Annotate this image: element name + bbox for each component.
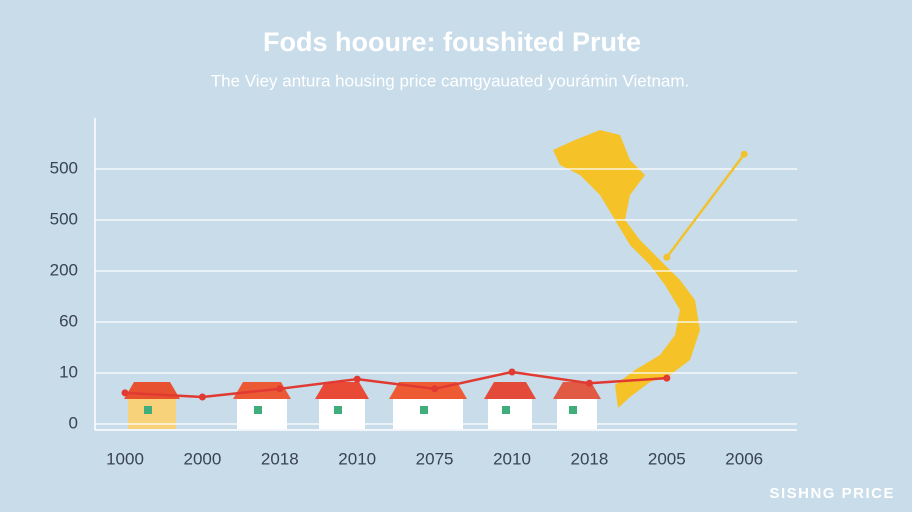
house-window: [334, 406, 342, 414]
x-tick-label: 2005: [648, 449, 686, 468]
vietnam-map: [553, 130, 700, 408]
house-window: [254, 406, 262, 414]
chart-subtitle: The Viey antura housing price camgyauate…: [211, 71, 689, 90]
point: [508, 368, 516, 376]
point: [663, 253, 671, 261]
point: [663, 374, 671, 382]
house-window: [502, 406, 510, 414]
x-tick-label: 2018: [570, 449, 608, 468]
house-roof: [315, 382, 369, 399]
point: [431, 385, 439, 393]
point: [740, 150, 748, 158]
point: [276, 385, 284, 393]
series-line: [124, 370, 667, 399]
point: [585, 379, 593, 387]
y-tick-label: 60: [59, 311, 78, 330]
house-window: [144, 406, 152, 414]
y-tick-label: 200: [50, 260, 78, 279]
house-window: [420, 406, 428, 414]
chart-title: Fods hooure: foushited Prute: [263, 27, 641, 57]
point: [198, 393, 206, 401]
x-tick-label: 2010: [338, 449, 376, 468]
series-line: [665, 153, 746, 258]
y-tick-label: 10: [59, 362, 78, 381]
y-tick-label: 0: [69, 413, 78, 432]
x-tick-label: 2000: [183, 449, 221, 468]
point: [121, 389, 129, 397]
watermark: SISHNG PRICE: [769, 485, 895, 502]
y-tick-label: 500: [50, 209, 78, 228]
y-tick-label: 500: [50, 158, 78, 177]
x-tick-label: 2006: [725, 449, 763, 468]
house-roof: [484, 382, 536, 399]
x-tick-label: 1000: [106, 449, 144, 468]
x-tick-label: 2075: [416, 449, 454, 468]
point: [353, 375, 361, 383]
x-tick-label: 2010: [493, 449, 531, 468]
x-tick-label: 2018: [261, 449, 299, 468]
house-window: [569, 406, 577, 414]
